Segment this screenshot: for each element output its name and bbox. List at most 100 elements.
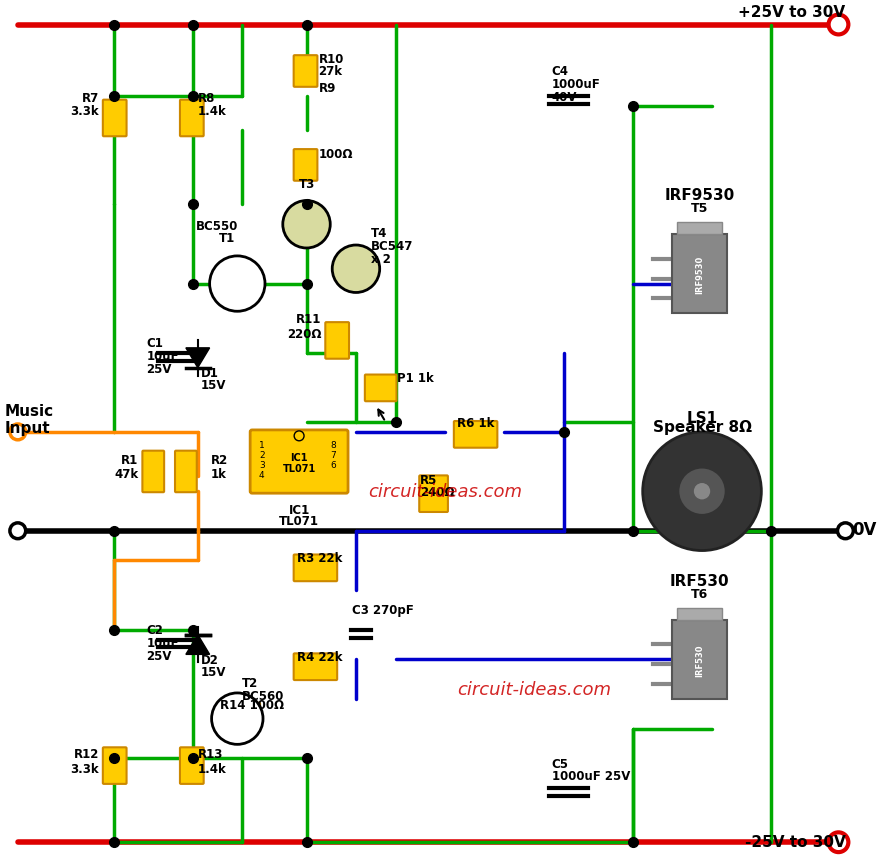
Text: 25V: 25V <box>146 362 172 375</box>
Circle shape <box>828 833 847 852</box>
Text: IC1: IC1 <box>289 503 310 516</box>
Text: 1k: 1k <box>210 468 226 480</box>
Text: R13: R13 <box>197 746 223 760</box>
Circle shape <box>332 245 379 293</box>
FancyBboxPatch shape <box>293 150 317 182</box>
Text: T6: T6 <box>690 587 708 600</box>
Text: 8: 8 <box>330 441 336 449</box>
Text: C2: C2 <box>146 623 163 636</box>
Circle shape <box>692 483 710 500</box>
FancyBboxPatch shape <box>672 235 726 314</box>
FancyBboxPatch shape <box>293 653 337 680</box>
Text: BC550: BC550 <box>196 220 239 232</box>
Text: T1: T1 <box>219 232 235 245</box>
Text: C4: C4 <box>551 65 568 78</box>
Text: -25V to 30V: -25V to 30V <box>744 834 845 849</box>
Text: R7: R7 <box>82 92 99 105</box>
Text: TL071: TL071 <box>282 464 316 474</box>
Text: R4 22k: R4 22k <box>296 650 342 663</box>
Circle shape <box>10 523 25 539</box>
Text: R12: R12 <box>74 746 99 760</box>
Text: 1.4k: 1.4k <box>197 105 226 118</box>
Text: IRF530: IRF530 <box>669 573 729 588</box>
Text: C5: C5 <box>551 757 568 770</box>
Text: R8: R8 <box>197 92 215 105</box>
Text: IRF9530: IRF9530 <box>695 255 703 294</box>
Circle shape <box>10 424 25 440</box>
Circle shape <box>837 523 852 539</box>
Text: 25V: 25V <box>146 649 172 662</box>
Circle shape <box>642 432 760 551</box>
FancyBboxPatch shape <box>293 554 337 581</box>
FancyBboxPatch shape <box>180 747 203 784</box>
Text: 47k: 47k <box>114 468 139 480</box>
Text: R6 1k: R6 1k <box>456 416 494 429</box>
Circle shape <box>282 201 330 249</box>
Text: 220Ω: 220Ω <box>287 327 321 340</box>
Text: 15V: 15V <box>201 665 226 678</box>
FancyBboxPatch shape <box>676 223 721 235</box>
Text: R14 100Ω: R14 100Ω <box>219 698 283 711</box>
Text: T5: T5 <box>690 202 708 215</box>
Text: T2: T2 <box>242 676 258 689</box>
Text: circuit-ideas.com: circuit-ideas.com <box>456 680 610 698</box>
Text: 0V: 0V <box>852 520 876 538</box>
FancyBboxPatch shape <box>418 476 447 512</box>
Text: IC1: IC1 <box>290 452 308 462</box>
FancyBboxPatch shape <box>175 451 196 492</box>
Text: 6: 6 <box>330 461 336 469</box>
Text: T3: T3 <box>298 177 314 190</box>
Text: x 2: x 2 <box>370 252 390 265</box>
FancyBboxPatch shape <box>365 375 396 402</box>
Text: C3 270pF: C3 270pF <box>352 604 413 616</box>
Text: R1: R1 <box>121 454 139 467</box>
Text: 240Ω: 240Ω <box>420 485 454 499</box>
Text: 3.3k: 3.3k <box>70 105 99 118</box>
FancyBboxPatch shape <box>103 747 126 784</box>
Circle shape <box>828 15 847 35</box>
Text: TL071: TL071 <box>279 515 318 528</box>
Text: R5: R5 <box>420 474 437 486</box>
Text: 100Ω: 100Ω <box>318 147 353 160</box>
Circle shape <box>210 257 265 312</box>
Text: R9: R9 <box>318 82 335 96</box>
Text: 10uF: 10uF <box>146 636 179 649</box>
FancyBboxPatch shape <box>103 101 126 137</box>
FancyBboxPatch shape <box>142 451 164 492</box>
FancyBboxPatch shape <box>250 430 347 493</box>
FancyBboxPatch shape <box>293 56 317 88</box>
Text: 40V: 40V <box>551 91 576 104</box>
FancyBboxPatch shape <box>217 703 260 729</box>
Text: 1.4k: 1.4k <box>197 762 226 775</box>
FancyBboxPatch shape <box>180 101 203 137</box>
Text: D2: D2 <box>201 653 218 666</box>
Text: BC560: BC560 <box>242 689 284 702</box>
Text: +25V to 30V: +25V to 30V <box>738 4 845 20</box>
Text: 15V: 15V <box>201 379 226 392</box>
FancyBboxPatch shape <box>453 422 496 449</box>
Circle shape <box>294 431 303 442</box>
Text: C1: C1 <box>146 337 163 350</box>
Text: 7: 7 <box>330 450 336 460</box>
Text: P1 1k: P1 1k <box>397 372 434 385</box>
Text: LS1: LS1 <box>686 410 717 425</box>
FancyBboxPatch shape <box>676 608 721 620</box>
Text: circuit-ideas.com: circuit-ideas.com <box>367 483 521 500</box>
Text: IRF530: IRF530 <box>695 643 703 676</box>
Text: T4: T4 <box>370 226 387 240</box>
Circle shape <box>211 693 263 745</box>
Text: R10: R10 <box>318 53 344 65</box>
Text: 1000uF 25V: 1000uF 25V <box>551 770 630 783</box>
Text: 3: 3 <box>259 461 265 469</box>
Circle shape <box>678 468 725 516</box>
Text: R3 22k: R3 22k <box>296 551 342 564</box>
Text: BC547: BC547 <box>370 239 413 252</box>
Text: 10uF: 10uF <box>146 350 179 362</box>
Text: 4: 4 <box>259 470 264 480</box>
Text: Speaker 8Ω: Speaker 8Ω <box>652 420 751 435</box>
Text: R11: R11 <box>296 313 321 325</box>
Text: 3.3k: 3.3k <box>70 762 99 775</box>
Text: 1: 1 <box>259 441 265 449</box>
Text: IRF9530: IRF9530 <box>664 189 734 203</box>
Text: 1000uF: 1000uF <box>551 78 600 91</box>
